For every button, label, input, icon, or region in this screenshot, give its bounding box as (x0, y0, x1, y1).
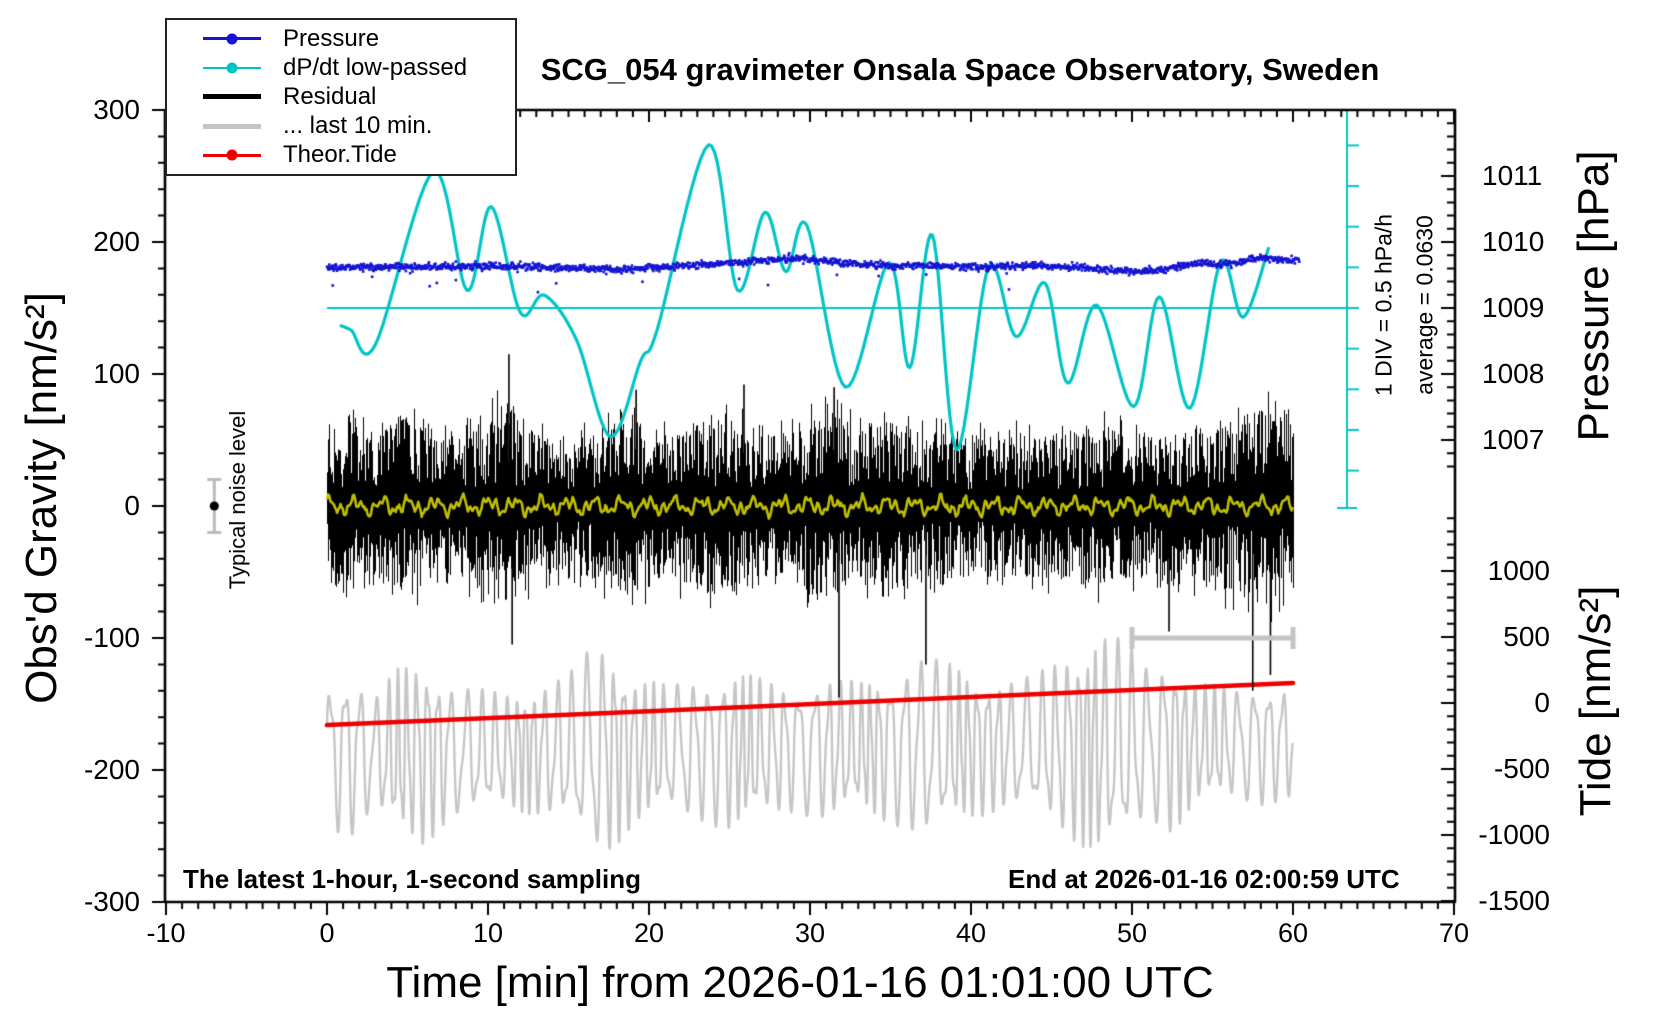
tide-axis-tick-label: -1000 (1478, 819, 1550, 850)
tide-axis-tick-label: 1000 (1487, 555, 1550, 586)
x-axis-title: Time [min] from 2026-01-16 01:01:00 UTC (386, 958, 1214, 1007)
end-note: End at 2026-01-16 02:00:59 UTC (1008, 864, 1400, 894)
div-scale-note: 1 DIV = 0.5 hPa/h (1370, 213, 1397, 397)
pressure-axis-tick-label: 1011 (1482, 160, 1543, 191)
legend-swatch-line-dot (203, 62, 261, 74)
gravity-axis-tick-label: 300 (93, 94, 140, 125)
gravity-axis-tick-label: -100 (83, 622, 140, 653)
gravity-axis-tick-label: 100 (93, 358, 140, 389)
x-axis-tick-label: 10 (472, 918, 504, 948)
pressure-axis-tick-label: 1009 (1482, 292, 1545, 323)
legend-dot-icon (226, 62, 238, 74)
legend-dot-icon (226, 33, 238, 45)
legend-row: Theor.Tide (167, 142, 515, 168)
plot-title: SCG_054 gravimeter Onsala Space Observat… (540, 52, 1380, 87)
pressure-axis-title: Pressure [hPa] (1569, 150, 1618, 442)
legend-label: dP/dt low-passed (283, 53, 468, 81)
tide-axis-tick-label: -1500 (1478, 885, 1550, 916)
x-axis-tick-label: 50 (1116, 918, 1148, 948)
average-note: average = 0.0630 (1411, 215, 1438, 395)
legend-swatch-thick-line (203, 94, 261, 100)
noise-level-label: Typical noise level (225, 410, 250, 590)
legend-row: Residual (167, 84, 515, 110)
x-axis-tick-label: 60 (1277, 918, 1309, 948)
x-axis-tick-label: 40 (955, 918, 987, 948)
legend-label: Pressure (283, 24, 380, 52)
legend: Pressure dP/dt low-passed Residual... last… (165, 18, 517, 176)
legend-swatch-line-dot (203, 33, 261, 45)
gravity-axis-tick-label: 0 (124, 490, 140, 521)
pressure-axis-tick-label: 1008 (1482, 358, 1545, 389)
legend-row: Pressure (167, 26, 515, 52)
tide-axis-title: Tide [nm/s²] (1571, 585, 1620, 817)
x-axis-tick-label: 70 (1438, 918, 1470, 948)
legend-row: ... last 10 min. (167, 113, 515, 139)
tide-axis-tick-label: 0 (1534, 687, 1550, 718)
legend-dot-icon (226, 149, 238, 161)
legend-swatch-thick-line (203, 123, 261, 129)
pressure-axis-tick-label: 1010 (1482, 226, 1545, 257)
legend-label: Residual (283, 82, 377, 110)
x-axis-tick-label: 30 (794, 918, 826, 948)
pressure-axis-tick-label: 1007 (1482, 424, 1545, 455)
legend-swatch-line-dot (203, 149, 261, 161)
tide-axis-tick-label: -500 (1493, 753, 1550, 784)
sampling-note: The latest 1-hour, 1-second sampling (183, 864, 641, 894)
gravity-axis-tick-label: -200 (83, 754, 140, 785)
legend-label: Theor.Tide (283, 141, 397, 169)
gravity-axis-tick-label: -300 (83, 886, 140, 917)
x-axis-tick-label: 20 (633, 918, 665, 948)
x-axis-tick-label: 0 (319, 918, 335, 948)
legend-label: ... last 10 min. (283, 112, 433, 140)
tide-axis-tick-label: 500 (1503, 621, 1550, 652)
gravity-axis-tick-label: 200 (93, 226, 140, 257)
legend-row: dP/dt low-passed (167, 55, 515, 81)
x-axis-tick-label: -10 (146, 918, 186, 948)
